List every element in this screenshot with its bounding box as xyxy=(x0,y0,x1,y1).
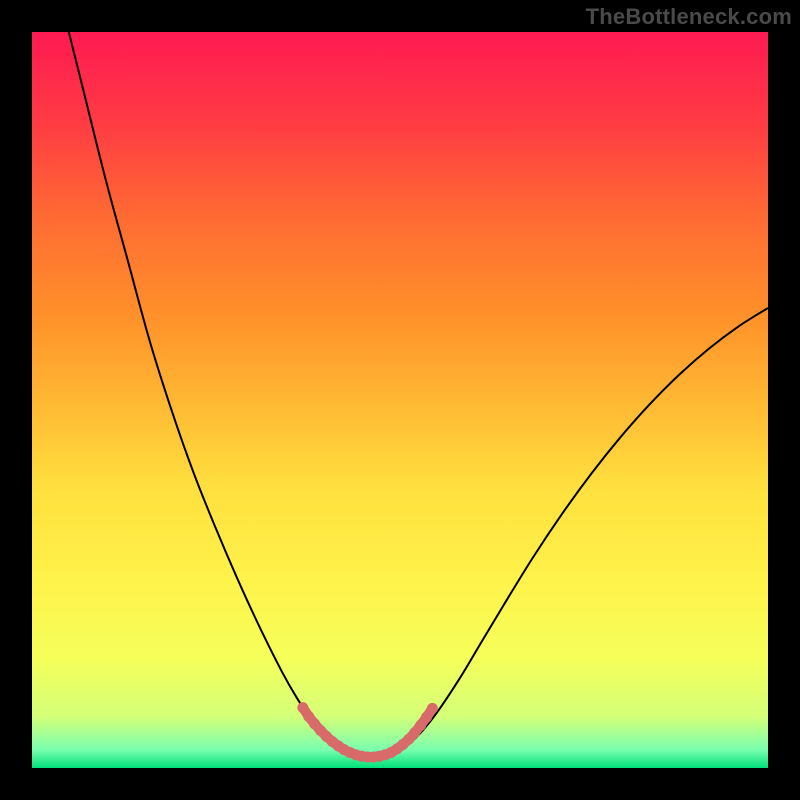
chart-svg xyxy=(32,32,768,768)
bottleneck-chart: TheBottleneck.com xyxy=(0,0,800,800)
watermark-text: TheBottleneck.com xyxy=(586,4,792,30)
gradient-background xyxy=(32,32,768,768)
plot-area xyxy=(32,32,768,768)
